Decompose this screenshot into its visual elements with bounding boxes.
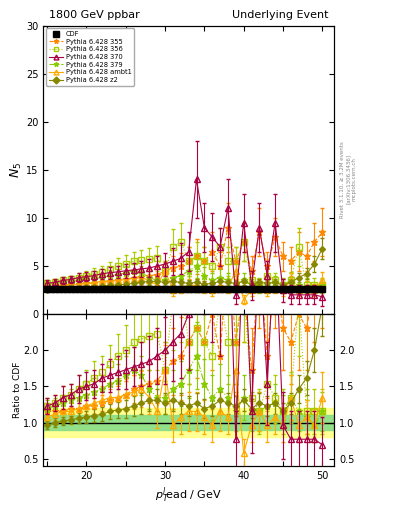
Text: Rivet 3.1.10, ≥ 3.2M events: Rivet 3.1.10, ≥ 3.2M events (340, 141, 345, 218)
Text: 1800 GeV ppbar: 1800 GeV ppbar (49, 10, 140, 20)
Text: Underlying Event: Underlying Event (232, 10, 328, 20)
Legend: CDF, Pythia 6.428 355, Pythia 6.428 356, Pythia 6.428 370, Pythia 6.428 379, Pyt: CDF, Pythia 6.428 355, Pythia 6.428 356,… (46, 28, 134, 86)
Text: mcplots.cern.ch: mcplots.cern.ch (352, 157, 357, 201)
Y-axis label: $N_5$: $N_5$ (9, 162, 24, 178)
Text: [arXiv:1306.3436]: [arXiv:1306.3436] (346, 154, 351, 204)
Y-axis label: Ratio to CDF: Ratio to CDF (13, 362, 22, 418)
X-axis label: $p_T^l\!$ead / GeV: $p_T^l\!$ead / GeV (155, 485, 222, 504)
